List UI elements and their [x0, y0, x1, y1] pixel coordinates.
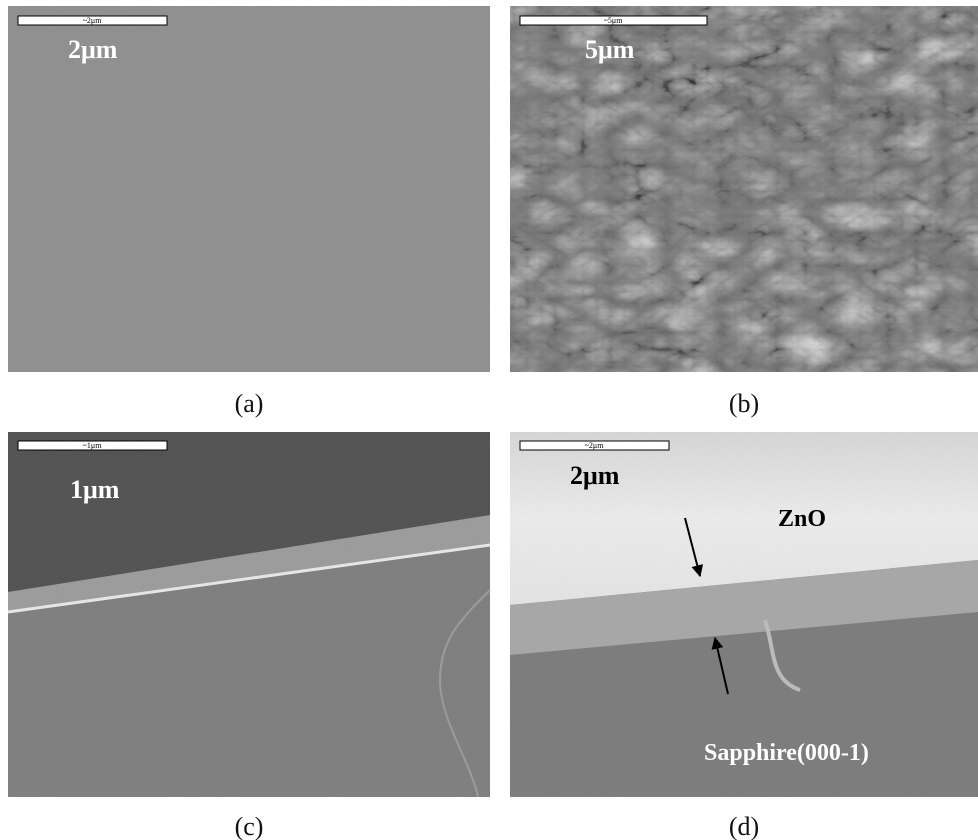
scale-label: 2μm: [570, 461, 620, 490]
caption: (a): [235, 389, 264, 418]
caption: (d): [729, 812, 759, 840]
scale-label: 2μm: [68, 35, 118, 64]
panel-a: ~2μm 2μm (a): [8, 6, 490, 418]
annotation: Sapphire(000-1): [704, 740, 869, 766]
panel-c: ~1μm 1μm (c): [8, 432, 490, 840]
scale-bar-label: ~5μm: [604, 16, 624, 25]
page: ~2μm 2μm (a) ~5μm 5μm (b) ~1μm 1μm (c) ~…: [0, 0, 978, 840]
annotation: ZnO: [778, 506, 826, 532]
texture: [510, 6, 978, 372]
scale-bar-label: ~2μm: [83, 16, 103, 25]
scale-bar-label: ~1μm: [83, 441, 103, 450]
scale-label: 1μm: [70, 475, 120, 504]
scale-bar-label: ~2μm: [585, 441, 605, 450]
scale-label: 5μm: [585, 35, 635, 64]
panel-b: ~5μm 5μm (b): [510, 6, 978, 418]
figure: ~2μm 2μm (a) ~5μm 5μm (b) ~1μm 1μm (c) ~…: [0, 0, 978, 840]
caption: (c): [235, 812, 264, 840]
caption: (b): [729, 389, 759, 418]
panel-d: ~2μm 2μm ZnO Sapphire(000-1) (d): [510, 432, 978, 840]
